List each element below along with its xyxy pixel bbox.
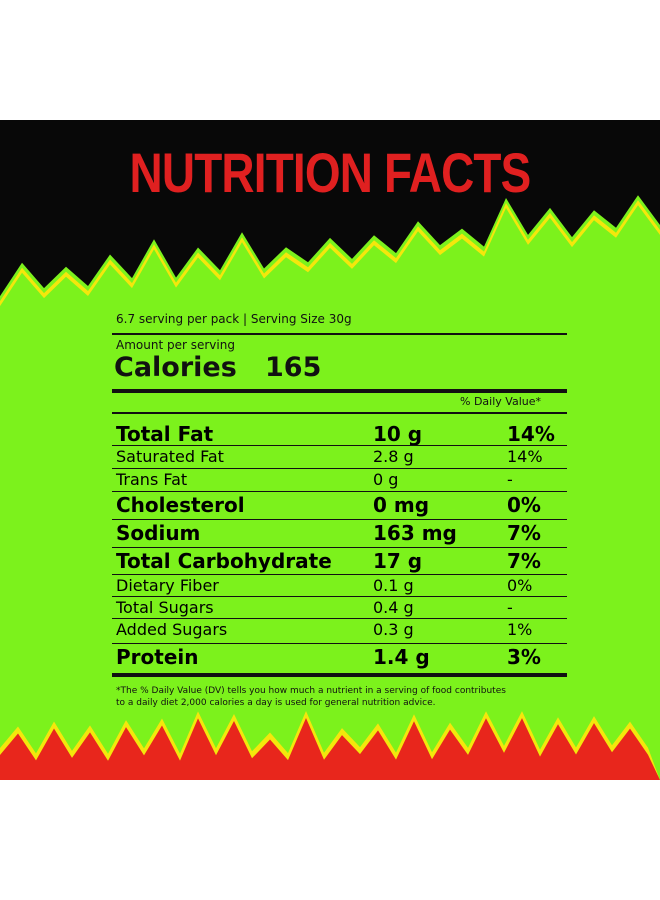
divider xyxy=(112,519,567,520)
nutrient-amount: 0 g xyxy=(373,470,399,489)
divider xyxy=(112,333,567,335)
daily-value: - xyxy=(507,598,513,617)
divider xyxy=(112,618,567,619)
daily-value: - xyxy=(507,470,513,489)
divider xyxy=(112,389,567,393)
nutrient-name: Total Fat xyxy=(116,422,214,446)
nutrient-amount: 0.1 g xyxy=(373,576,414,595)
daily-value: 7% xyxy=(507,549,541,573)
daily-value: 3% xyxy=(507,645,541,669)
divider xyxy=(112,673,567,677)
divider xyxy=(112,596,567,597)
divider xyxy=(112,445,567,446)
divider xyxy=(112,491,567,492)
divider xyxy=(112,468,567,469)
daily-value: 0% xyxy=(507,493,541,517)
nutrient-name: Protein xyxy=(116,645,199,669)
nutrient-name: Added Sugars xyxy=(116,620,228,639)
calories-label: Calories xyxy=(114,352,237,383)
title: NUTRITION FACTS xyxy=(129,141,532,204)
daily-value: 1% xyxy=(507,620,533,639)
daily-value: 7% xyxy=(507,521,541,545)
nutrient-amount: 1.4 g xyxy=(373,645,430,669)
divider xyxy=(112,547,567,548)
nutrient-amount: 163 mg xyxy=(373,521,457,545)
nutrient-name: Trans Fat xyxy=(116,470,188,489)
nutrient-amount: 0 mg xyxy=(373,493,430,517)
nutrient-amount: 0.3 g xyxy=(373,620,414,639)
serving-info: 6.7 serving per pack | Serving Size 30g xyxy=(116,312,352,326)
divider xyxy=(112,643,567,644)
nutrient-name: Saturated Fat xyxy=(116,447,224,466)
daily-value: 0% xyxy=(507,576,533,595)
amount-label: Amount per serving xyxy=(116,338,235,352)
nutrient-name: Dietary Fiber xyxy=(116,576,219,595)
nutrient-name: Total Sugars xyxy=(116,598,214,617)
daily-value: 14% xyxy=(507,422,555,446)
nutrient-amount: 2.8 g xyxy=(373,447,414,466)
top-flame xyxy=(0,120,660,297)
nutrient-name: Cholesterol xyxy=(116,493,245,517)
daily-value: 14% xyxy=(507,447,543,466)
footnote: to a daily diet 2,000 calories a day is … xyxy=(116,698,436,708)
divider xyxy=(112,574,567,575)
divider xyxy=(112,412,567,414)
nutrient-name: Sodium xyxy=(116,521,201,545)
nutrient-amount: 0.4 g xyxy=(373,598,414,617)
nutrient-amount: 17 g xyxy=(373,549,423,573)
calories-value: 165 xyxy=(265,352,322,383)
bottom-flame xyxy=(0,718,660,780)
footnote: *The % Daily Value (DV) tells you how mu… xyxy=(116,686,506,696)
nutrient-amount: 10 g xyxy=(373,422,423,446)
nutrient-name: Total Carbohydrate xyxy=(116,549,332,573)
daily-value-header: % Daily Value* xyxy=(460,395,541,408)
